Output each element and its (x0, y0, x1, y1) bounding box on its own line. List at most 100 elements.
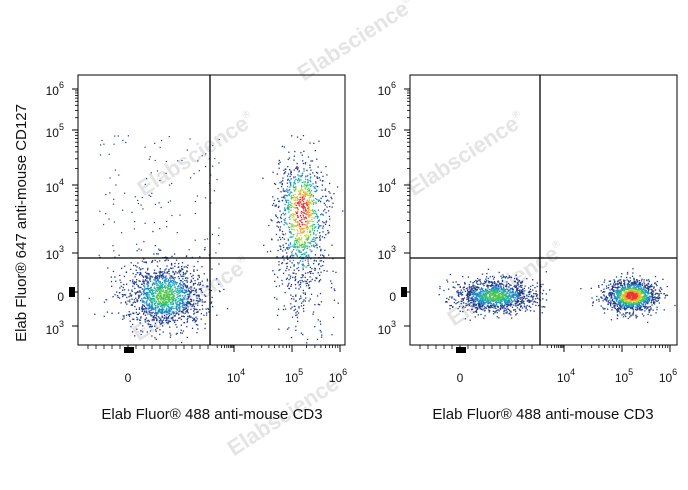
event-dot (301, 199, 304, 202)
event-dot (459, 291, 462, 293)
event-dot (159, 286, 161, 288)
event-dot (525, 307, 527, 310)
event-dot (335, 271, 337, 273)
event-dot (479, 308, 482, 310)
event-dot (287, 166, 289, 168)
event-dot (605, 285, 608, 287)
event-dot (172, 296, 174, 298)
event-dot (195, 295, 198, 297)
event-dot (186, 290, 188, 293)
event-dot (296, 254, 298, 256)
event-dot (185, 303, 187, 306)
event-dot (288, 216, 290, 219)
event-dot (470, 292, 472, 294)
event-dot (168, 310, 171, 312)
event-dot (141, 288, 143, 290)
event-dot (263, 244, 265, 246)
event-dot (478, 296, 480, 298)
event-dot (309, 211, 311, 214)
event-dot (149, 279, 151, 281)
event-dot (296, 239, 299, 241)
event-dot (511, 294, 513, 296)
event-dot (103, 301, 106, 303)
event-dot (475, 279, 477, 282)
event-dot (299, 229, 302, 231)
event-dot (656, 306, 658, 308)
event-dot (616, 300, 618, 302)
event-dot (284, 219, 286, 222)
event-dot (614, 304, 616, 306)
event-dot (193, 310, 195, 312)
event-dot (302, 231, 304, 233)
event-dot (275, 205, 277, 207)
event-dot (509, 291, 511, 293)
event-dot (281, 279, 283, 282)
event-dot (177, 266, 179, 268)
event-dot (488, 288, 490, 291)
event-dot (488, 305, 490, 307)
event-dot (499, 290, 502, 292)
event-dot (611, 287, 613, 289)
event-dot (304, 193, 306, 195)
event-dot (493, 292, 495, 294)
event-dot (639, 307, 641, 310)
event-dot (145, 276, 147, 278)
event-dot (149, 156, 151, 158)
event-dot (294, 213, 296, 216)
event-dot (520, 301, 523, 303)
event-dot (295, 300, 297, 302)
event-dot (159, 311, 161, 314)
event-dot (125, 271, 127, 273)
event-dot (176, 287, 178, 290)
event-dot (138, 319, 141, 321)
event-dot (605, 287, 608, 289)
event-dot (172, 298, 174, 300)
event-dot (292, 295, 294, 298)
event-dot (618, 303, 621, 305)
event-dot (184, 291, 186, 294)
event-dot (306, 225, 308, 227)
event-dot (285, 269, 287, 272)
event-dot (299, 286, 302, 288)
event-dot (306, 191, 309, 193)
event-dot (148, 303, 151, 305)
event-dot (279, 228, 281, 230)
event-dot (161, 271, 163, 273)
event-dot (218, 234, 220, 237)
event-dot (514, 302, 516, 305)
event-dot (296, 310, 298, 313)
event-dot (155, 309, 157, 312)
event-dot (508, 276, 510, 278)
event-dot (312, 224, 314, 226)
event-dot (156, 296, 158, 298)
event-dot (618, 297, 620, 299)
event-dot (136, 299, 138, 301)
event-dot (179, 299, 181, 301)
event-dot (134, 221, 136, 223)
event-dot (449, 273, 451, 276)
event-dot (499, 300, 502, 302)
event-dot (475, 289, 477, 291)
event-dot (488, 309, 490, 311)
event-dot (168, 136, 170, 138)
event-dot (501, 277, 503, 279)
event-dot (648, 298, 650, 301)
event-dot (160, 318, 162, 320)
event-dot (128, 315, 131, 317)
event-dot (176, 305, 178, 307)
event-dot (187, 317, 189, 320)
event-dot (161, 312, 164, 314)
event-dot (305, 251, 308, 253)
event-dot (292, 184, 295, 186)
event-dot (647, 283, 650, 285)
event-dot (161, 297, 164, 300)
event-dot (164, 290, 166, 292)
event-dot (163, 317, 165, 319)
event-dot (491, 282, 494, 285)
event-dot (293, 216, 295, 218)
event-dot (289, 201, 292, 203)
event-dot (207, 285, 209, 288)
event-dot (303, 310, 305, 312)
event-dot (486, 296, 488, 298)
